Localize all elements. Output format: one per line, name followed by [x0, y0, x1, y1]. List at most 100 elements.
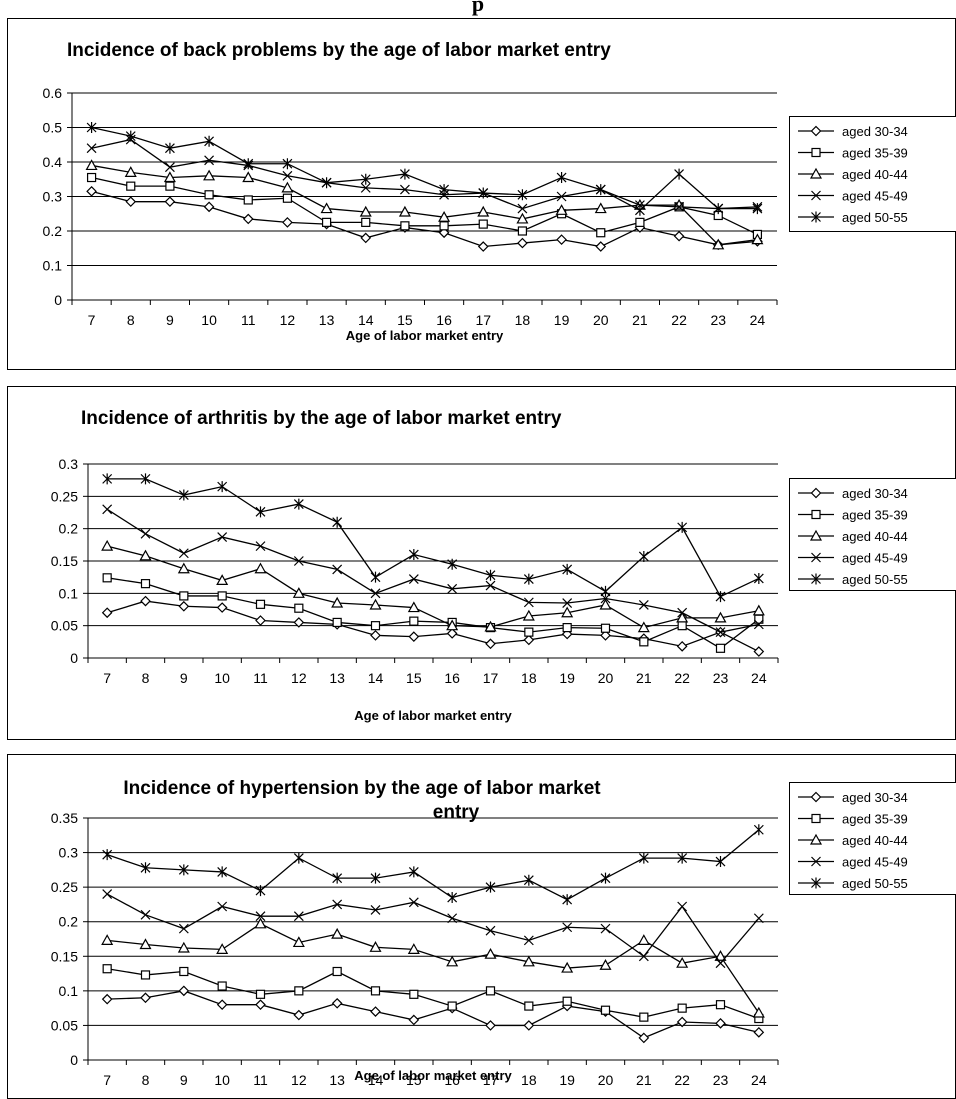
data-point: [217, 591, 227, 601]
data-point: [178, 985, 190, 997]
data-point: [523, 597, 534, 608]
data-point: [447, 558, 458, 570]
data-point: [102, 964, 112, 974]
data-point: [752, 203, 763, 215]
x-tick-label: 12: [291, 1072, 307, 1088]
data-point: [102, 889, 113, 899]
data-point: [408, 897, 419, 908]
data-point: [102, 849, 113, 861]
data-point: [321, 217, 332, 227]
series-line: [106, 600, 760, 653]
chart-title: Incidence of arthritis by the age of lab…: [81, 408, 562, 429]
data-point: [677, 852, 688, 864]
data-point: [332, 516, 343, 528]
x-tick-label: 22: [674, 670, 690, 686]
legend-label: aged 50-55: [842, 210, 908, 225]
data-point: [255, 911, 266, 922]
data-point: [562, 996, 572, 1006]
data-point: [102, 473, 113, 485]
data-point: [359, 205, 372, 217]
data-point: [85, 159, 98, 171]
x-tick-label: 13: [329, 670, 345, 686]
legend-entry: aged 50-55: [798, 210, 908, 225]
series-aged-50-55: [102, 473, 764, 603]
data-point: [293, 498, 304, 510]
y-tick-label: 0.5: [43, 120, 63, 136]
data-point: [676, 956, 689, 968]
data-point: [293, 1009, 305, 1021]
data-point: [751, 233, 764, 245]
data-point: [477, 241, 489, 252]
data-point: [753, 824, 764, 836]
data-point: [407, 601, 420, 613]
data-point: [177, 941, 190, 953]
legend-label: aged 40-44: [842, 167, 908, 182]
data-point: [332, 899, 343, 910]
data-point: [485, 1020, 496, 1031]
data-point: [676, 641, 688, 652]
y-tick-label: 0.1: [59, 983, 79, 999]
series-line: [107, 478, 760, 598]
data-point: [562, 563, 573, 575]
x-tick-label: 20: [598, 670, 614, 686]
series-line: [91, 138, 758, 210]
data-point: [281, 181, 294, 193]
data-point: [753, 619, 764, 630]
data-point: [446, 955, 459, 967]
chart-title: Incidence of hypertension by the age of …: [123, 778, 601, 799]
data-point: [600, 585, 611, 597]
x-tick-label: 19: [554, 312, 570, 328]
x-tick-label: 11: [241, 312, 256, 328]
series-aged-30-34: [101, 985, 765, 1044]
data-point: [522, 955, 535, 967]
legend-marker: [809, 529, 823, 541]
x-tick-label: 16: [444, 1072, 460, 1088]
legend-entry: aged 30-34: [798, 790, 908, 805]
series-line: [91, 190, 758, 248]
data-point: [165, 181, 175, 191]
data-point: [562, 894, 573, 906]
data-point: [217, 481, 228, 493]
data-point: [102, 573, 112, 583]
x-tick-label: 24: [751, 670, 767, 686]
x-tick-label: 8: [142, 670, 150, 686]
y-tick-label: 0.05: [51, 1017, 78, 1033]
data-point: [753, 646, 765, 657]
data-point: [242, 171, 255, 183]
legend-entry: aged 45-49: [798, 855, 908, 870]
data-point: [242, 213, 254, 225]
data-point: [255, 541, 266, 552]
x-tick-label: 8: [142, 1072, 150, 1088]
y-tick-label: 0: [70, 650, 78, 666]
data-point: [522, 609, 535, 621]
data-point: [282, 193, 293, 203]
data-point: [217, 866, 228, 878]
x-tick-label: 23: [713, 1072, 729, 1088]
legend-entry: aged 50-55: [798, 876, 908, 891]
legend-label: aged 45-49: [842, 855, 908, 870]
x-tick-label: 18: [515, 312, 531, 328]
y-tick-label: 0.3: [59, 456, 79, 472]
series-line: [107, 545, 759, 629]
data-point: [243, 195, 253, 205]
data-point: [562, 623, 572, 633]
data-point: [369, 598, 382, 610]
data-point: [320, 202, 333, 214]
data-point: [517, 237, 528, 249]
x-tick-label: 13: [319, 312, 335, 328]
data-point: [370, 571, 381, 583]
data-point: [523, 573, 534, 585]
data-point: [447, 1001, 457, 1011]
data-point: [332, 617, 342, 628]
data-point: [86, 122, 97, 133]
x-tick-label: 19: [559, 670, 575, 686]
data-point: [595, 184, 606, 196]
x-tick-label: 22: [671, 312, 687, 328]
x-tick-label: 7: [88, 312, 96, 328]
data-point: [677, 607, 688, 618]
data-point: [752, 604, 765, 616]
data-point: [638, 951, 649, 962]
data-point: [484, 947, 497, 959]
data-point: [178, 489, 189, 501]
data-point: [178, 548, 189, 559]
